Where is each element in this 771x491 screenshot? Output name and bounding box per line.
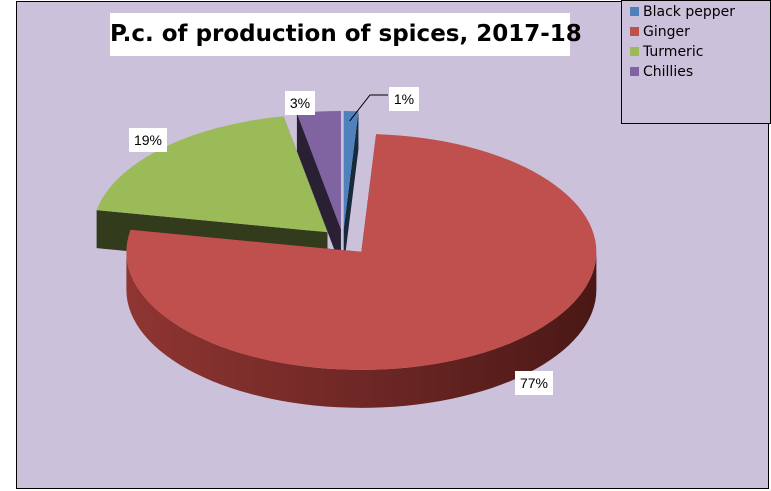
legend: Black pepper Ginger Turmeric Chillies [621,0,771,124]
pie-slice-ginger [126,134,597,408]
legend-label: Black pepper [643,4,735,20]
data-label-turmeric: 19% [129,128,167,152]
data-label-text: 1% [394,91,414,107]
legend-swatch-turmeric [630,47,639,56]
legend-item-ginger: Ginger [630,22,690,42]
pie-slices [96,110,597,408]
pie-slice-side [126,251,597,408]
pie-slice-wall [343,111,359,267]
data-label-box [389,87,419,111]
data-label-text: 77% [520,375,548,391]
data-label-box [515,371,553,395]
legend-item-black-pepper: Black pepper [630,2,735,22]
pie-slice-top [343,110,359,229]
data-label-box [285,91,315,115]
legend-swatch-chillies [630,67,639,76]
legend-swatch-black-pepper [630,7,639,16]
pie-slice-wall [296,113,341,268]
data-label-ginger: 77% [515,371,553,395]
legend-item-chillies: Chillies [630,62,693,82]
data-label-text: 19% [134,132,162,148]
legend-label: Turmeric [643,44,704,60]
pie-slice-top [96,116,328,233]
legend-label: Chillies [643,64,694,80]
leader-line [349,94,388,122]
pie-slice-chillies [296,111,341,268]
legend-item-turmeric: Turmeric [630,42,703,62]
pie-slice-top [126,134,597,370]
pie-slice-top [296,111,341,230]
chart-title-background [110,13,570,56]
data-label-box [129,128,167,152]
data-label-chillies: 3% [285,91,315,115]
pie-slice-black-pepper [343,110,359,267]
data-labels: 1% 77% 19% 3% [129,87,553,395]
data-label-black-pepper: 1% [389,87,419,111]
legend-label: Ginger [643,24,690,40]
data-label-text: 3% [290,95,310,111]
chart-title: P.c. of production of spices, 2017-18 [110,21,582,47]
legend-swatch-ginger [630,27,639,36]
